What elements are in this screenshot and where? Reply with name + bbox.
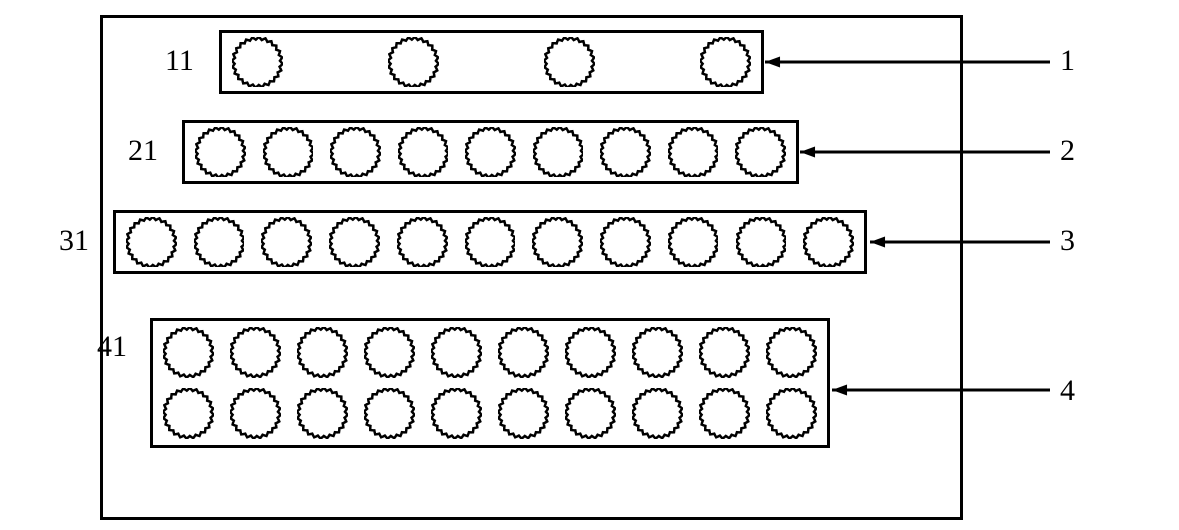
callout-21: 21 bbox=[128, 134, 158, 168]
diagram-stage: 11 21 31 41 1 2 3 4 bbox=[0, 0, 1179, 530]
arrow-layer bbox=[0, 0, 1179, 530]
callout-41: 41 bbox=[97, 330, 127, 364]
callout-31: 31 bbox=[59, 224, 89, 258]
callout-2: 2 bbox=[1060, 134, 1075, 168]
callout-1: 1 bbox=[1060, 44, 1075, 78]
callout-3: 3 bbox=[1060, 224, 1075, 258]
callout-4: 4 bbox=[1060, 374, 1075, 408]
callout-11: 11 bbox=[165, 44, 194, 78]
